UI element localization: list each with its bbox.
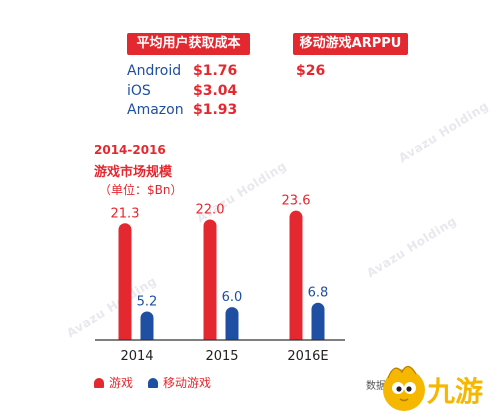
cpa-value: $3.04 [193, 83, 238, 99]
arppu-header: 移动游戏ARPPU [293, 33, 408, 55]
cpa-row-amazon: Amazon $1.93 [127, 102, 277, 121]
bar-games [289, 210, 303, 340]
arppu-value: $26 [296, 63, 326, 79]
x-tick-label: 2014 [120, 349, 153, 364]
data-label: 6.0 [222, 290, 243, 305]
data-label: 21.3 [111, 206, 140, 221]
mascot-icon [383, 365, 425, 411]
data-label: 22.0 [196, 202, 225, 217]
market-unit: （单位：$Bn） [99, 183, 183, 197]
bar-mobile-games [140, 311, 154, 340]
source-text: 数据 [366, 381, 386, 392]
x-tick-label: 2016E [287, 349, 328, 364]
cpa-value: $1.76 [193, 63, 238, 79]
legend-swatch [148, 378, 158, 388]
x-tick-label: 2015 [205, 349, 238, 364]
platform-label: Amazon [127, 102, 184, 118]
bar-games [118, 223, 132, 340]
platform-label: Android [127, 63, 182, 79]
data-label: 5.2 [137, 295, 158, 310]
legend-swatch [94, 378, 104, 388]
logo-text: 九游 [427, 375, 483, 408]
platform-label: iOS [127, 83, 151, 99]
legend-label: 游戏 [109, 376, 134, 390]
legend-games: 游戏 [94, 374, 133, 391]
cpa-row-ios: iOS $3.04 [127, 83, 277, 102]
bar-games [203, 219, 217, 340]
legend-mobile-games: 移动游戏 [148, 374, 211, 391]
bar-mobile-games [225, 307, 239, 340]
jiuyou-logo: 九游 [383, 365, 483, 411]
cpa-value: $1.93 [193, 102, 238, 118]
data-label: 6.8 [308, 286, 329, 301]
cpa-row-android: Android $1.76 [127, 63, 277, 82]
legend-label: 移动游戏 [163, 376, 212, 390]
data-label: 23.6 [282, 194, 311, 209]
market-period: 2014-2016 [94, 143, 166, 157]
bar-mobile-games [311, 302, 325, 340]
cpa-header: 平均用户获取成本 [127, 33, 250, 55]
market-title: 游戏市场规模 [94, 165, 173, 180]
